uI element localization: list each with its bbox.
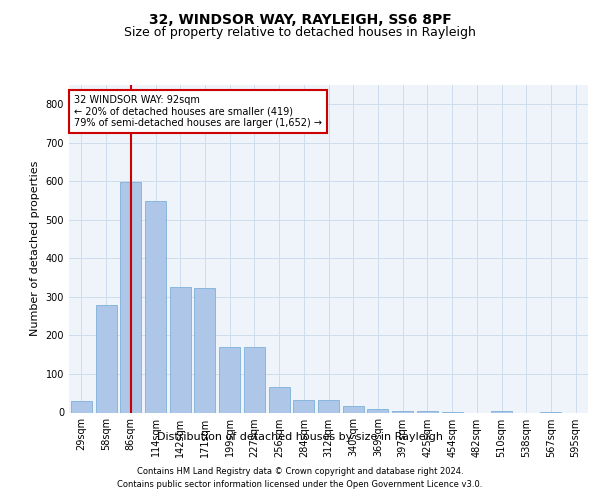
Bar xyxy=(145,201,166,412)
Bar xyxy=(170,288,191,412)
Bar xyxy=(269,388,290,412)
Bar xyxy=(244,347,265,412)
Bar xyxy=(491,410,512,412)
Bar xyxy=(367,408,388,412)
Bar xyxy=(392,410,413,412)
Bar xyxy=(293,400,314,412)
Bar xyxy=(71,401,92,412)
Text: 32, WINDSOR WAY, RAYLEIGH, SS6 8PF: 32, WINDSOR WAY, RAYLEIGH, SS6 8PF xyxy=(149,12,451,26)
Bar xyxy=(318,400,339,412)
Text: 32 WINDSOR WAY: 92sqm
← 20% of detached houses are smaller (419)
79% of semi-det: 32 WINDSOR WAY: 92sqm ← 20% of detached … xyxy=(74,95,322,128)
Text: Contains public sector information licensed under the Open Government Licence v3: Contains public sector information licen… xyxy=(118,480,482,489)
Text: Size of property relative to detached houses in Rayleigh: Size of property relative to detached ho… xyxy=(124,26,476,39)
Text: Contains HM Land Registry data © Crown copyright and database right 2024.: Contains HM Land Registry data © Crown c… xyxy=(137,468,463,476)
Bar xyxy=(120,182,141,412)
Text: Distribution of detached houses by size in Rayleigh: Distribution of detached houses by size … xyxy=(157,432,443,442)
Bar xyxy=(417,410,438,412)
Y-axis label: Number of detached properties: Number of detached properties xyxy=(30,161,40,336)
Bar xyxy=(95,306,116,412)
Bar xyxy=(343,406,364,412)
Bar xyxy=(194,288,215,412)
Bar xyxy=(219,347,240,412)
